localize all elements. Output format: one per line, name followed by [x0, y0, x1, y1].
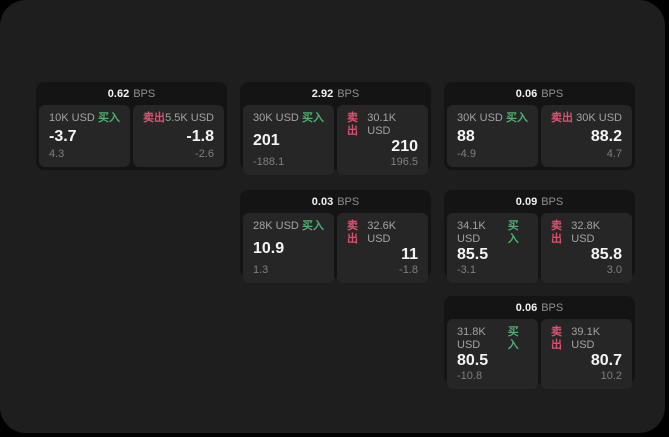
bps-unit-label: BPS	[337, 195, 360, 208]
sell-side-label: 卖出	[347, 220, 358, 245]
sell-price: 11	[401, 246, 418, 263]
bps-unit-label: BPS	[541, 301, 564, 314]
buy-sell-panels: 34.1K USD 买入 85.5 -3.1 卖出 32.8K USD 85.8…	[447, 213, 632, 283]
sell-side-label: 卖出	[347, 112, 358, 137]
bps-value: 2.92	[311, 87, 334, 100]
buy-notional: 31.8K USD	[457, 326, 486, 351]
sell-delta: -1.8	[399, 264, 418, 276]
buy-price: 201	[253, 131, 280, 149]
buy-notional: 10K USD	[49, 112, 95, 124]
buy-delta: -4.9	[457, 148, 476, 160]
sell-notional: 32.8K USD	[571, 220, 601, 245]
buy-side-label: 买入	[507, 220, 519, 245]
buy-panel[interactable]: 10K USD 买入 -3.7 4.3	[39, 105, 130, 167]
buy-price: 88	[457, 127, 475, 145]
buy-notional: 30K USD	[253, 112, 299, 124]
buy-sell-panels: 31.8K USD 买入 80.5 -10.8 卖出 39.1K USD 80.…	[447, 319, 632, 389]
quote-card-2: 2.92 BPS 30K USD 买入 201 -188.1 卖出 30.1K …	[240, 82, 431, 175]
buy-panel[interactable]: 31.8K USD 买入 80.5 -10.8	[447, 319, 538, 389]
sell-notional: 32.6K USD	[367, 220, 397, 245]
bps-unit-label: BPS	[541, 87, 564, 100]
buy-sell-panels: 30K USD 买入 201 -188.1 卖出 30.1K USD 210 1…	[243, 105, 428, 175]
bps-value: 0.06	[515, 301, 538, 314]
buy-delta: 4.3	[49, 148, 65, 160]
buy-side-label: 买入	[302, 112, 324, 124]
card-header: 0.06 BPS	[444, 296, 635, 319]
sell-side-label: 卖出	[551, 326, 562, 351]
sell-side-label: 卖出	[143, 112, 165, 124]
buy-delta: -188.1	[253, 156, 285, 168]
sell-notional: 39.1K USD	[571, 326, 601, 351]
buy-side-label: 买入	[507, 326, 519, 351]
sell-notional: 30K USD	[576, 112, 622, 124]
card-header: 0.03 BPS	[240, 190, 431, 213]
sell-panel[interactable]: 卖出 32.6K USD 11 -1.8	[337, 213, 428, 283]
bps-value: 0.06	[515, 87, 538, 100]
buy-delta: -3.1	[457, 264, 476, 276]
sell-panel[interactable]: 卖出 39.1K USD 80.7 10.2	[541, 319, 632, 389]
sell-delta: 196.5	[390, 156, 418, 168]
sell-panel[interactable]: 卖出 30.1K USD 210 196.5	[337, 105, 428, 175]
buy-price: 85.5	[457, 246, 489, 263]
sell-delta: -2.6	[195, 148, 214, 160]
sell-side-label: 卖出	[551, 220, 562, 245]
bps-value: 0.03	[311, 195, 334, 208]
bps-value: 0.09	[515, 195, 538, 208]
sell-price: 210	[391, 138, 418, 155]
sell-panel[interactable]: 卖出 30K USD 88.2 4.7	[541, 105, 632, 167]
sell-price: 85.8	[590, 246, 622, 263]
quote-card-4: 0.03 BPS 28K USD 买入 10.9 1.3 卖出 32.6K US…	[240, 190, 431, 283]
sell-notional: 30.1K USD	[367, 112, 397, 137]
sell-price: 80.7	[590, 352, 622, 369]
sell-panel[interactable]: 卖出 5.5K USD -1.8 -2.6	[133, 105, 224, 167]
buy-side-label: 买入	[506, 112, 528, 124]
buy-panel[interactable]: 30K USD 买入 201 -188.1	[243, 105, 334, 175]
buy-price: 10.9	[253, 239, 285, 257]
sell-panel[interactable]: 卖出 32.8K USD 85.8 3.0	[541, 213, 632, 283]
card-header: 0.62 BPS	[36, 82, 227, 105]
sell-delta: 3.0	[606, 264, 622, 276]
buy-notional: 28K USD	[253, 220, 299, 232]
quote-card-5: 0.09 BPS 34.1K USD 买入 85.5 -3.1 卖出 32.8K…	[444, 190, 635, 283]
buy-side-label: 买入	[302, 220, 324, 232]
quote-card-3: 0.06 BPS 30K USD 买入 88 -4.9 卖出 30K USD 8…	[444, 82, 635, 170]
buy-delta: -10.8	[457, 370, 483, 382]
card-header: 0.06 BPS	[444, 82, 635, 105]
buy-delta: 1.3	[253, 264, 269, 276]
buy-sell-panels: 30K USD 买入 88 -4.9 卖出 30K USD 88.2 4.7	[447, 105, 632, 167]
card-header: 0.09 BPS	[444, 190, 635, 213]
buy-sell-panels: 28K USD 买入 10.9 1.3 卖出 32.6K USD 11 -1.8	[243, 213, 428, 283]
sell-delta: 10.2	[600, 370, 622, 382]
buy-side-label: 买入	[98, 112, 120, 124]
card-header: 2.92 BPS	[240, 82, 431, 105]
buy-panel[interactable]: 34.1K USD 买入 85.5 -3.1	[447, 213, 538, 283]
bps-unit-label: BPS	[133, 87, 156, 100]
buy-price: 80.5	[457, 352, 489, 369]
buy-notional: 30K USD	[457, 112, 503, 124]
sell-price: 88.2	[590, 127, 622, 145]
sell-price: -1.8	[186, 127, 214, 145]
buy-panel[interactable]: 30K USD 买入 88 -4.9	[447, 105, 538, 167]
buy-notional: 34.1K USD	[457, 220, 486, 245]
bps-unit-label: BPS	[337, 87, 360, 100]
sell-notional: 5.5K USD	[165, 112, 214, 124]
sell-delta: 4.7	[606, 148, 622, 160]
quote-card-1: 0.62 BPS 10K USD 买入 -3.7 4.3 卖出 5.5K USD…	[36, 82, 227, 170]
buy-panel[interactable]: 28K USD 买入 10.9 1.3	[243, 213, 334, 283]
sell-side-label: 卖出	[551, 112, 573, 124]
buy-price: -3.7	[49, 127, 77, 145]
bps-unit-label: BPS	[541, 195, 564, 208]
buy-sell-panels: 10K USD 买入 -3.7 4.3 卖出 5.5K USD -1.8 -2.…	[39, 105, 224, 167]
quote-card-6: 0.06 BPS 31.8K USD 买入 80.5 -10.8 卖出 39.1…	[444, 296, 635, 389]
bps-value: 0.62	[107, 87, 130, 100]
